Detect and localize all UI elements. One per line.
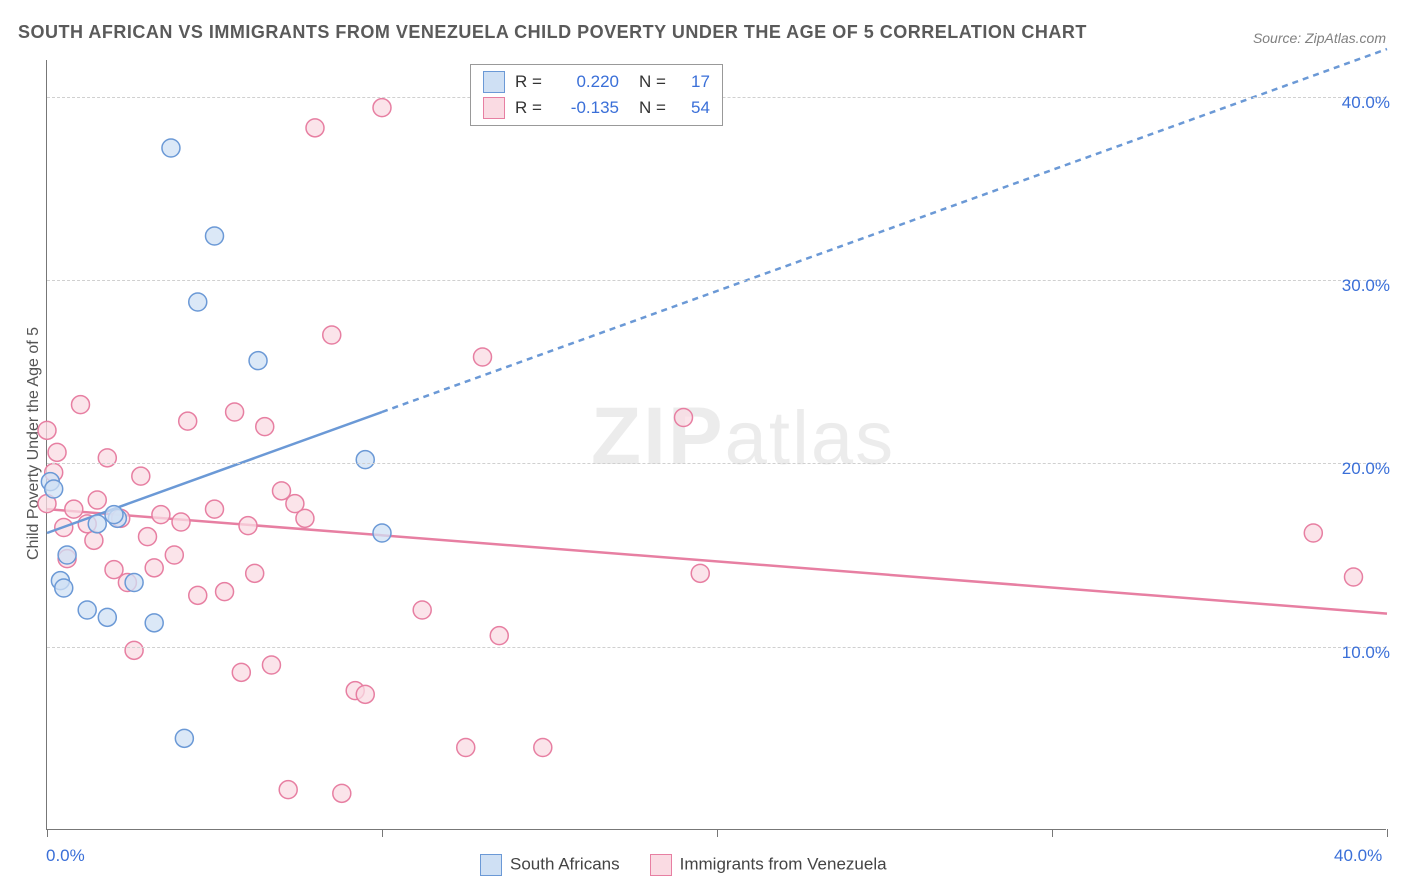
- data-point: [38, 421, 56, 439]
- data-point: [72, 396, 90, 414]
- data-point: [675, 409, 693, 427]
- x-tick-label: 0.0%: [46, 846, 85, 866]
- y-tick-label: 40.0%: [1342, 93, 1390, 113]
- n-value: 54: [682, 98, 710, 118]
- data-point: [162, 139, 180, 157]
- data-point: [474, 348, 492, 366]
- correlation-stats-box: R = 0.220 N = 17 R = -0.135 N = 54: [470, 64, 723, 126]
- n-label: N =: [639, 72, 666, 92]
- data-point: [691, 564, 709, 582]
- scatter-svg: [47, 60, 1387, 830]
- data-point: [152, 506, 170, 524]
- data-point: [78, 601, 96, 619]
- data-point: [55, 579, 73, 597]
- r-label: R =: [515, 98, 549, 118]
- data-point: [1304, 524, 1322, 542]
- stats-row: R = -0.135 N = 54: [483, 95, 710, 121]
- data-point: [239, 517, 257, 535]
- data-point: [98, 608, 116, 626]
- x-tick: [1387, 829, 1388, 837]
- data-point: [256, 418, 274, 436]
- data-point: [125, 574, 143, 592]
- data-point: [457, 739, 475, 757]
- data-point: [232, 663, 250, 681]
- data-point: [65, 500, 83, 518]
- legend-label: Immigrants from Venezuela: [680, 854, 887, 873]
- legend-item: South Africans: [480, 854, 620, 876]
- r-value: -0.135: [559, 98, 619, 118]
- data-point: [246, 564, 264, 582]
- r-label: R =: [515, 72, 549, 92]
- data-point: [262, 656, 280, 674]
- data-point: [356, 451, 374, 469]
- data-point: [48, 443, 66, 461]
- x-tick: [382, 829, 383, 837]
- data-point: [534, 739, 552, 757]
- data-point: [413, 601, 431, 619]
- y-axis-label: Child Poverty Under the Age of 5: [25, 327, 43, 560]
- data-point: [1345, 568, 1363, 586]
- data-point: [296, 509, 314, 527]
- data-point: [206, 500, 224, 518]
- data-point: [58, 546, 76, 564]
- n-value: 17: [682, 72, 710, 92]
- data-point: [105, 506, 123, 524]
- data-point: [206, 227, 224, 245]
- data-point: [179, 412, 197, 430]
- series-swatch: [483, 71, 505, 93]
- stats-row: R = 0.220 N = 17: [483, 69, 710, 95]
- x-tick: [717, 829, 718, 837]
- x-tick-label: 40.0%: [1334, 846, 1382, 866]
- data-point: [172, 513, 190, 531]
- y-tick-label: 10.0%: [1342, 643, 1390, 663]
- data-point: [125, 641, 143, 659]
- data-point: [88, 515, 106, 533]
- legend-swatch: [480, 854, 502, 876]
- source-attribution: Source: ZipAtlas.com: [1253, 30, 1386, 46]
- data-point: [85, 531, 103, 549]
- legend-swatch: [650, 854, 672, 876]
- data-point: [145, 614, 163, 632]
- data-point: [333, 784, 351, 802]
- x-tick: [1052, 829, 1053, 837]
- data-point: [216, 583, 234, 601]
- data-point: [45, 480, 63, 498]
- data-point: [323, 326, 341, 344]
- plot-area: ZIPatlas: [46, 60, 1386, 830]
- legend-item: Immigrants from Venezuela: [650, 854, 887, 876]
- gridline-h: [47, 647, 1386, 648]
- data-point: [373, 524, 391, 542]
- data-point: [490, 627, 508, 645]
- data-point: [373, 99, 391, 117]
- chart-title: SOUTH AFRICAN VS IMMIGRANTS FROM VENEZUE…: [18, 22, 1087, 43]
- r-value: 0.220: [559, 72, 619, 92]
- series-legend: South Africans Immigrants from Venezuela: [480, 854, 887, 876]
- data-point: [189, 586, 207, 604]
- data-point: [226, 403, 244, 421]
- data-point: [356, 685, 374, 703]
- legend-label: South Africans: [510, 854, 620, 873]
- data-point: [175, 729, 193, 747]
- x-tick: [47, 829, 48, 837]
- data-point: [279, 781, 297, 799]
- data-point: [306, 119, 324, 137]
- n-label: N =: [639, 98, 666, 118]
- y-tick-label: 30.0%: [1342, 276, 1390, 296]
- data-point: [132, 467, 150, 485]
- gridline-h: [47, 463, 1386, 464]
- data-point: [249, 352, 267, 370]
- chart-container: SOUTH AFRICAN VS IMMIGRANTS FROM VENEZUE…: [0, 0, 1406, 892]
- data-point: [88, 491, 106, 509]
- data-point: [145, 559, 163, 577]
- y-tick-label: 20.0%: [1342, 459, 1390, 479]
- gridline-h: [47, 280, 1386, 281]
- data-point: [189, 293, 207, 311]
- data-point: [139, 528, 157, 546]
- series-swatch: [483, 97, 505, 119]
- data-point: [165, 546, 183, 564]
